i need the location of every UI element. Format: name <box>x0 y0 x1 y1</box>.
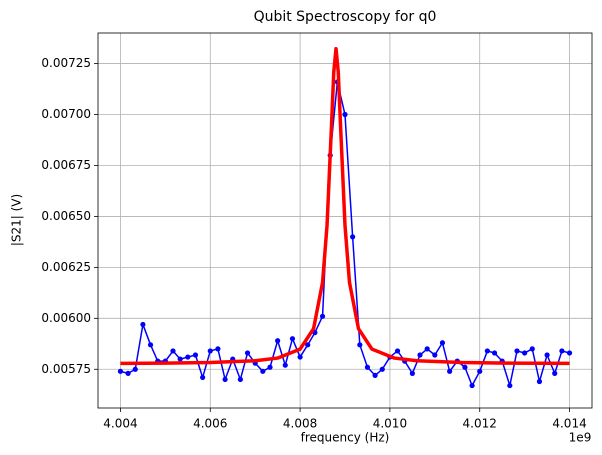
plot-frame <box>97 32 593 409</box>
data-point <box>200 374 206 381</box>
x-tick-label: 4.014 <box>552 417 586 431</box>
data-point <box>394 348 401 354</box>
y-axis-label: |S21| (V) <box>10 194 24 246</box>
data-point <box>170 348 176 354</box>
x-tick-label: 4.006 <box>193 417 227 431</box>
data-point <box>185 354 191 360</box>
data-point <box>447 368 453 374</box>
data-point <box>372 372 378 378</box>
data-point <box>364 364 371 370</box>
data-point <box>289 336 296 342</box>
x-tick-label: 4.004 <box>103 417 137 431</box>
data-point <box>244 350 251 356</box>
data-point <box>559 348 565 354</box>
chart-title: Qubit Spectroscopy for q0 <box>254 9 437 25</box>
data-point <box>177 356 183 362</box>
x-axis-label: frequency (Hz) <box>301 431 390 445</box>
data-point <box>260 368 266 374</box>
data-point <box>192 352 199 358</box>
data-point <box>282 362 288 368</box>
data-point <box>132 366 138 372</box>
data-point <box>424 346 430 352</box>
y-tick-label: 0.00650 <box>41 209 91 223</box>
data-point <box>125 370 131 376</box>
data-point <box>215 346 221 352</box>
y-tick-label: 0.00625 <box>41 260 91 274</box>
data-point <box>305 342 311 348</box>
data-point <box>462 364 468 370</box>
x-tick-label: 4.010 <box>373 417 407 431</box>
x-offset-label: 1e9 <box>569 431 592 445</box>
data-point <box>409 370 415 376</box>
data-point <box>207 348 213 354</box>
data-point <box>237 376 243 383</box>
data-point <box>552 370 558 376</box>
data-point <box>536 378 543 385</box>
data-point <box>319 313 326 319</box>
data-point <box>522 350 528 356</box>
y-tick-label: 0.00675 <box>41 158 91 172</box>
data-point <box>222 376 228 383</box>
data-point <box>342 111 348 118</box>
y-tick-label: 0.00600 <box>41 311 91 325</box>
y-tick-label: 0.00575 <box>41 362 91 376</box>
data-point <box>379 366 385 372</box>
data-point <box>529 346 535 352</box>
data-point <box>566 350 573 356</box>
data-point <box>469 382 475 389</box>
data-point <box>491 350 498 356</box>
y-tick-label: 0.00700 <box>41 107 91 121</box>
data-point <box>297 354 303 360</box>
x-tick-label: 4.012 <box>463 417 497 431</box>
data-point <box>544 352 550 358</box>
data-point <box>514 348 520 354</box>
data-point <box>350 234 356 240</box>
data-point <box>439 340 446 346</box>
series-line <box>120 46 570 366</box>
data-point <box>477 368 483 374</box>
x-tick-label: 4.008 <box>283 417 317 431</box>
data-point <box>117 368 124 374</box>
data-point <box>507 382 513 389</box>
data-point <box>267 364 273 370</box>
data-point <box>140 321 146 328</box>
data-point <box>275 338 281 344</box>
data-point <box>432 352 438 358</box>
data-point <box>357 342 363 348</box>
data-point <box>417 352 423 358</box>
data-point <box>484 348 490 354</box>
y-tick-label: 0.00725 <box>41 56 91 70</box>
data-point <box>147 342 154 348</box>
